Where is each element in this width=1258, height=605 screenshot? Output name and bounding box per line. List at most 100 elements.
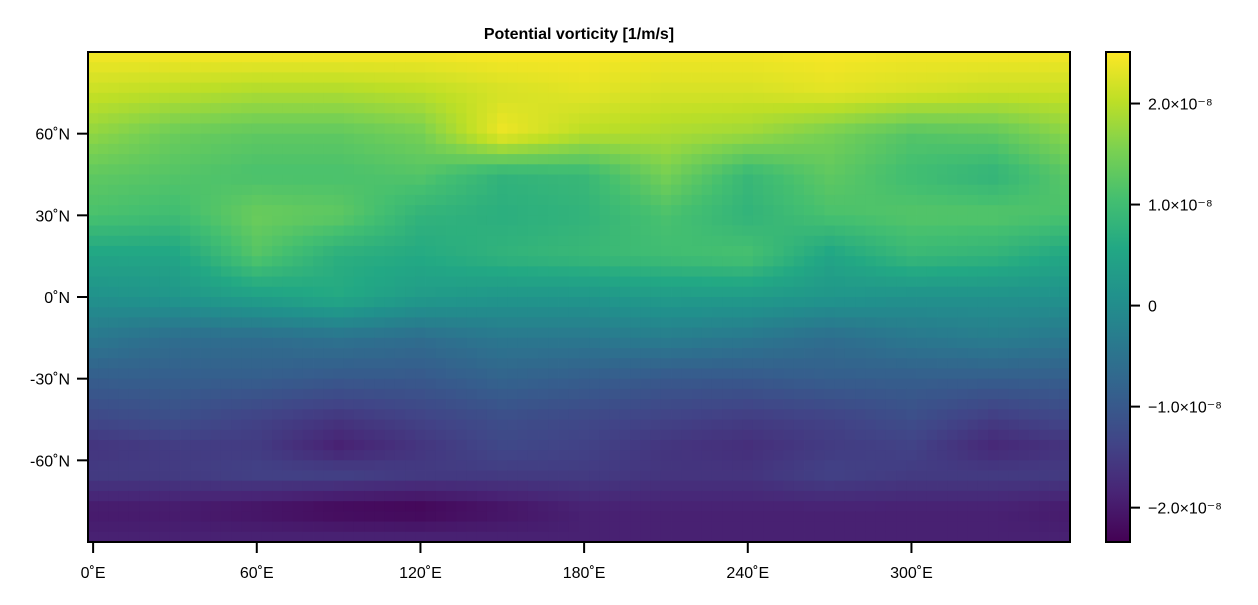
heatmap-cell bbox=[200, 52, 212, 63]
heatmap-cell bbox=[1039, 399, 1050, 410]
heatmap-cell bbox=[732, 470, 744, 482]
heatmap-cell bbox=[988, 337, 999, 349]
heatmap-cell bbox=[609, 92, 621, 104]
heatmap-cell bbox=[548, 133, 559, 145]
heatmap-cell bbox=[763, 164, 774, 175]
heatmap-cell bbox=[538, 174, 549, 186]
heatmap-cell bbox=[241, 368, 253, 380]
heatmap-cell bbox=[476, 72, 488, 84]
heatmap-cell bbox=[1049, 531, 1061, 543]
heatmap-cell bbox=[711, 460, 723, 471]
heatmap-cell bbox=[691, 348, 703, 359]
heatmap-cell bbox=[579, 409, 590, 420]
heatmap-cell bbox=[763, 429, 774, 441]
heatmap-cell bbox=[947, 276, 958, 288]
heatmap-cell bbox=[251, 521, 263, 533]
heatmap-cell bbox=[937, 286, 948, 298]
heatmap-cell bbox=[773, 245, 784, 257]
heatmap-cell bbox=[609, 225, 621, 237]
heatmap-cell bbox=[885, 368, 897, 380]
heatmap-cell bbox=[671, 103, 682, 114]
heatmap-cell bbox=[241, 337, 253, 349]
heatmap-cell bbox=[98, 531, 109, 543]
heatmap-cell bbox=[210, 143, 222, 155]
heatmap-cell bbox=[446, 388, 457, 400]
heatmap-cell bbox=[497, 358, 508, 369]
heatmap-cell bbox=[200, 450, 212, 461]
heatmap-cell bbox=[466, 531, 478, 543]
heatmap-cell bbox=[507, 92, 519, 104]
heatmap-cell bbox=[497, 123, 508, 135]
heatmap-cell bbox=[824, 511, 836, 522]
heatmap-cell bbox=[405, 460, 416, 471]
heatmap-cell bbox=[456, 72, 467, 84]
heatmap-cell bbox=[814, 245, 825, 257]
heatmap-cell bbox=[139, 194, 150, 206]
heatmap-cell bbox=[906, 337, 917, 349]
heatmap-cell bbox=[272, 470, 283, 482]
heatmap-cell bbox=[579, 337, 590, 349]
heatmap-cell bbox=[619, 52, 631, 63]
heatmap-cell bbox=[732, 133, 744, 145]
heatmap-cell bbox=[844, 460, 856, 471]
heatmap-cell bbox=[384, 409, 396, 420]
heatmap-cell bbox=[1018, 235, 1030, 247]
heatmap-cell bbox=[957, 460, 969, 471]
heatmap-cell bbox=[313, 62, 324, 73]
heatmap-cell bbox=[916, 470, 928, 482]
heatmap-cell bbox=[88, 429, 99, 441]
heatmap-cell bbox=[732, 103, 744, 114]
heatmap-cell bbox=[855, 399, 866, 410]
heatmap-cell bbox=[957, 531, 969, 543]
heatmap-cell bbox=[1008, 194, 1020, 206]
heatmap-cell bbox=[701, 164, 713, 175]
heatmap-cell bbox=[732, 276, 744, 288]
heatmap-cell bbox=[292, 256, 304, 267]
heatmap-cell bbox=[1018, 113, 1030, 124]
heatmap-cell bbox=[568, 348, 580, 359]
heatmap-cell bbox=[783, 194, 795, 206]
heatmap-cell bbox=[640, 399, 652, 410]
heatmap-cell bbox=[118, 174, 130, 186]
heatmap-cell bbox=[865, 62, 877, 73]
heatmap-cell bbox=[456, 521, 467, 533]
heatmap-cell bbox=[865, 235, 877, 247]
heatmap-cell bbox=[998, 103, 1010, 114]
heatmap-cell bbox=[364, 317, 375, 329]
heatmap-cell bbox=[394, 501, 406, 512]
heatmap-cell bbox=[742, 490, 754, 502]
heatmap-cell bbox=[538, 82, 549, 94]
heatmap-cell bbox=[272, 52, 283, 63]
heatmap-cell bbox=[609, 399, 621, 410]
heatmap-cell bbox=[681, 368, 692, 380]
heatmap-cell bbox=[660, 307, 672, 318]
heatmap-cell bbox=[292, 439, 304, 451]
heatmap-cell bbox=[374, 409, 386, 420]
heatmap-cell bbox=[834, 358, 846, 369]
heatmap-cell bbox=[742, 184, 754, 196]
heatmap-cell bbox=[405, 276, 416, 288]
heatmap-cell bbox=[722, 164, 733, 175]
heatmap-cell bbox=[1029, 154, 1040, 165]
heatmap-cell bbox=[364, 276, 375, 288]
heatmap-cell bbox=[579, 266, 590, 277]
heatmap-cell bbox=[210, 378, 222, 390]
heatmap-cell bbox=[599, 480, 611, 492]
heatmap-cell bbox=[333, 103, 345, 114]
heatmap-cell bbox=[466, 388, 478, 400]
heatmap-cell bbox=[834, 429, 846, 441]
heatmap-cell bbox=[967, 419, 979, 431]
heatmap-cell bbox=[374, 460, 386, 471]
heatmap-cell bbox=[476, 460, 488, 471]
heatmap-cell bbox=[701, 368, 713, 380]
heatmap-cell bbox=[937, 490, 948, 502]
heatmap-cell bbox=[701, 490, 713, 502]
heatmap-cell bbox=[384, 337, 396, 349]
heatmap-cell bbox=[855, 470, 866, 482]
heatmap-cell bbox=[1059, 450, 1071, 461]
heatmap-cell bbox=[313, 184, 324, 196]
heatmap-cell bbox=[783, 286, 795, 298]
heatmap-cell bbox=[916, 72, 928, 84]
heatmap-cell bbox=[671, 378, 682, 390]
heatmap-cell bbox=[486, 286, 498, 298]
